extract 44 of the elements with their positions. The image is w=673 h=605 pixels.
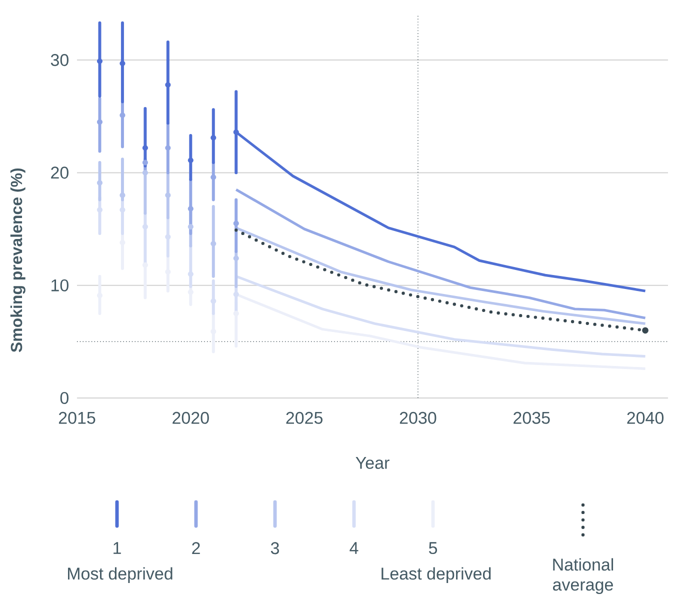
point bbox=[96, 119, 103, 125]
point bbox=[142, 160, 148, 166]
legend-label: 5 bbox=[428, 542, 438, 554]
point bbox=[188, 158, 194, 164]
y-tick-label: 10 bbox=[52, 279, 68, 292]
point bbox=[142, 262, 148, 268]
point bbox=[210, 240, 216, 246]
y-tick-label: 30 bbox=[50, 54, 68, 66]
text: Most deprived bbox=[68, 567, 172, 584]
point bbox=[233, 220, 239, 226]
point bbox=[210, 134, 216, 141]
legend-label: 4 bbox=[350, 542, 358, 554]
legend-label: 1 bbox=[114, 542, 121, 554]
line-series bbox=[234, 188, 647, 320]
point bbox=[642, 327, 648, 334]
legend-label: 3 bbox=[270, 542, 279, 554]
y-tick-label: 20 bbox=[51, 166, 68, 179]
point bbox=[165, 145, 171, 151]
legend-label: 2 bbox=[192, 542, 200, 554]
point bbox=[142, 170, 148, 176]
point bbox=[210, 298, 216, 304]
point bbox=[188, 271, 194, 277]
x-tick-label: 2035 bbox=[514, 412, 550, 424]
x-axis-title: Year bbox=[356, 457, 390, 469]
x-tick-label: 2025 bbox=[286, 412, 322, 424]
legend-label: National average bbox=[553, 558, 614, 594]
y-axis-title: Smoking prevalence (%) bbox=[10, 168, 26, 352]
text: Least deprived bbox=[382, 567, 491, 584]
point bbox=[233, 256, 239, 262]
point bbox=[142, 145, 148, 151]
point bbox=[96, 207, 103, 213]
point bbox=[233, 129, 239, 135]
x-tick-label: 2015 bbox=[58, 412, 96, 424]
x-tick-label: 2020 bbox=[172, 412, 209, 424]
x-tick-label: 2030 bbox=[400, 412, 436, 424]
y-tick-label: 0 bbox=[60, 392, 68, 404]
x-tick-label: 2040 bbox=[627, 412, 664, 424]
point bbox=[96, 58, 103, 64]
point bbox=[188, 224, 194, 230]
line-series bbox=[234, 275, 647, 358]
point bbox=[210, 174, 216, 180]
point bbox=[165, 82, 171, 88]
point bbox=[96, 180, 103, 186]
point bbox=[120, 60, 126, 66]
